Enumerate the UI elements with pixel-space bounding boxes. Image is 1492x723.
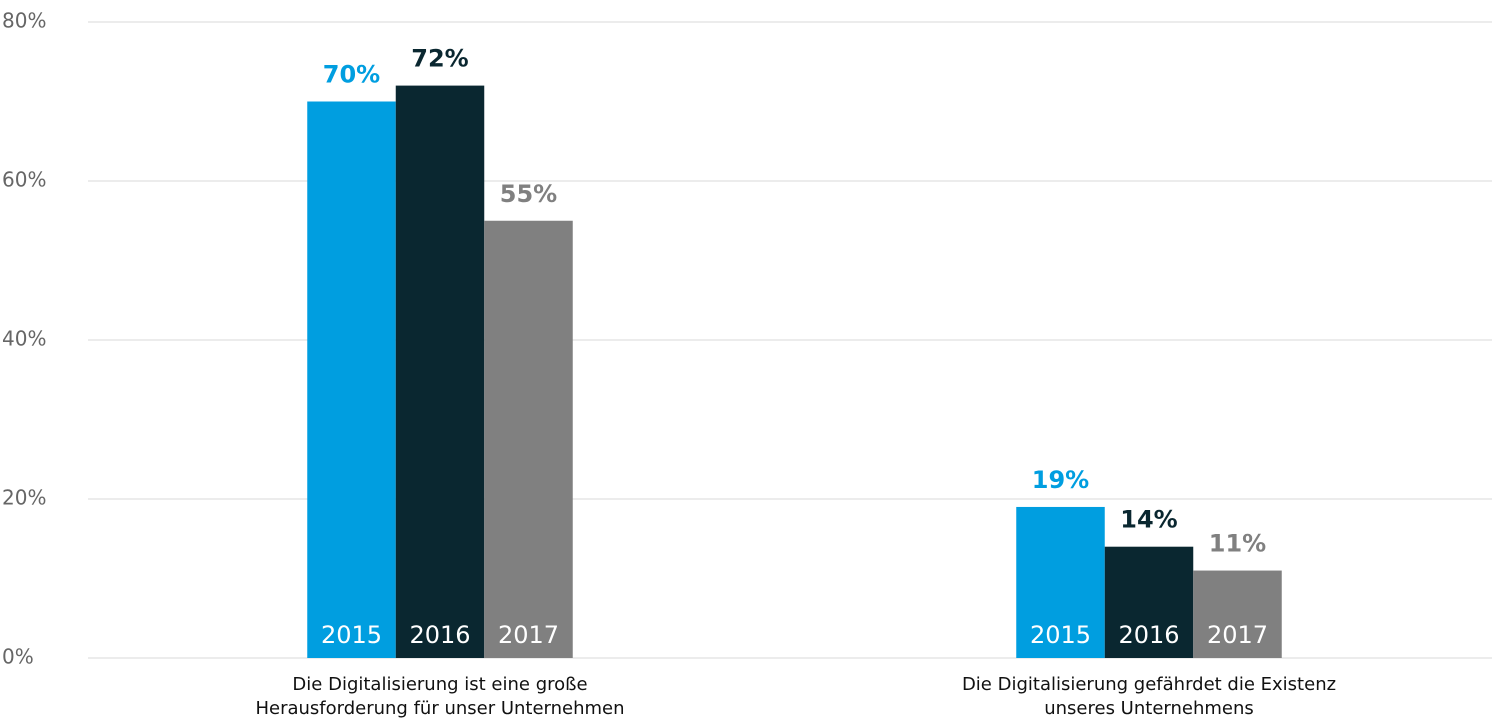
series-label: 2016 xyxy=(1118,621,1179,649)
bar xyxy=(395,85,485,659)
series-label: 2016 xyxy=(409,621,470,649)
series-label: 2017 xyxy=(498,621,559,649)
x-tick-label: Die Digitalisierung gefährdet die Existe… xyxy=(961,674,1337,719)
data-label: 55% xyxy=(500,180,557,208)
series-label: 2017 xyxy=(1207,621,1268,649)
bar xyxy=(484,220,573,658)
bar xyxy=(1016,506,1105,658)
data-label: 19% xyxy=(1032,466,1089,494)
bar xyxy=(1104,546,1194,658)
bar xyxy=(307,101,396,658)
y-tick-label: 0% xyxy=(2,645,34,669)
bar xyxy=(1193,570,1282,658)
x-tick-label: Die Digitalisierung ist eine große Herau… xyxy=(255,674,625,719)
y-tick-label: 60% xyxy=(2,168,46,192)
data-label: 70% xyxy=(323,61,380,89)
data-label: 72% xyxy=(411,45,468,73)
series-label: 2015 xyxy=(1030,621,1091,649)
y-tick-label: 80% xyxy=(2,9,46,33)
data-label: 11% xyxy=(1209,530,1266,558)
y-tick-label: 40% xyxy=(2,327,46,351)
series-label: 2015 xyxy=(321,621,382,649)
data-label: 14% xyxy=(1120,506,1177,534)
y-tick-label: 20% xyxy=(2,486,46,510)
